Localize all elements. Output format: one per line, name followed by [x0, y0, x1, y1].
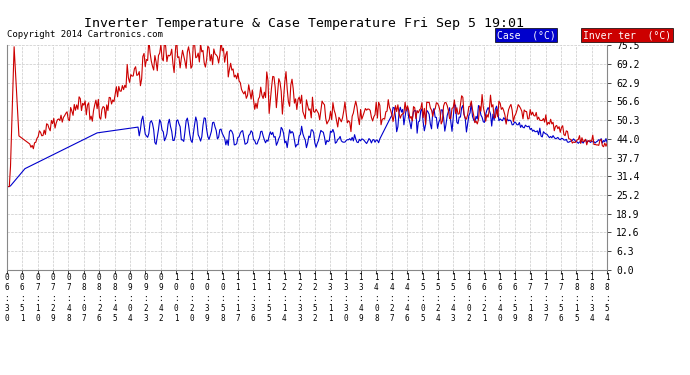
Text: 1
3
:
1
1: 1 3 : 1 1	[328, 273, 333, 323]
Text: 1
2
:
5
2: 1 2 : 5 2	[313, 273, 317, 323]
Text: 0
7
:
1
0: 0 7 : 1 0	[35, 273, 40, 323]
Text: 1
4
:
4
6: 1 4 : 4 6	[405, 273, 409, 323]
Text: 0
7
:
2
9: 0 7 : 2 9	[51, 273, 55, 323]
Text: 1
0
:
2
0: 1 0 : 2 0	[189, 273, 194, 323]
Text: 1
0
:
0
1: 1 0 : 0 1	[174, 273, 179, 323]
Text: 0
8
:
4
5: 0 8 : 4 5	[112, 273, 117, 323]
Text: 0
6
:
5
1: 0 6 : 5 1	[20, 273, 25, 323]
Text: 1
0
:
5
8: 1 0 : 5 8	[220, 273, 225, 323]
Text: 1
7
:
3
7: 1 7 : 3 7	[543, 273, 548, 323]
Text: 1
1
:
3
6: 1 1 : 3 6	[251, 273, 255, 323]
Text: 0
9
:
0
4: 0 9 : 0 4	[128, 273, 132, 323]
Text: 1
0
:
3
9: 1 0 : 3 9	[205, 273, 209, 323]
Text: 1
7
:
5
6: 1 7 : 5 6	[559, 273, 563, 323]
Text: 0
8
:
2
6: 0 8 : 2 6	[97, 273, 101, 323]
Text: 0
6
:
3
0: 0 6 : 3 0	[5, 273, 9, 323]
Text: 1
5
:
0
5: 1 5 : 0 5	[420, 273, 425, 323]
Text: 1
2
:
3
3: 1 2 : 3 3	[297, 273, 302, 323]
Text: 1
6
:
0
2: 1 6 : 0 2	[466, 273, 471, 323]
Text: Inverter Temperature & Case Temperature Fri Sep 5 19:01: Inverter Temperature & Case Temperature …	[83, 17, 524, 30]
Text: 1
8
:
1
5: 1 8 : 1 5	[574, 273, 579, 323]
Text: 0
9
:
2
3: 0 9 : 2 3	[143, 273, 148, 323]
Text: 1
1
:
1
7: 1 1 : 1 7	[235, 273, 240, 323]
Text: 1
1
:
5
5: 1 1 : 5 5	[266, 273, 271, 323]
Text: 1
3
:
4
9: 1 3 : 4 9	[359, 273, 363, 323]
Text: 1
8
:
3
4: 1 8 : 3 4	[589, 273, 594, 323]
Text: 1
5
:
2
4: 1 5 : 2 4	[435, 273, 440, 323]
Text: 0
9
:
4
2: 0 9 : 4 2	[159, 273, 163, 323]
Text: 1
3
:
3
0: 1 3 : 3 0	[343, 273, 348, 323]
Text: 1
7
:
1
8: 1 7 : 1 8	[528, 273, 533, 323]
Text: 1
6
:
4
0: 1 6 : 4 0	[497, 273, 502, 323]
Text: 1
4
:
0
8: 1 4 : 0 8	[374, 273, 379, 323]
Text: Copyright 2014 Cartronics.com: Copyright 2014 Cartronics.com	[7, 30, 163, 39]
Text: 0
7
:
4
8: 0 7 : 4 8	[66, 273, 71, 323]
Text: 1
8
:
5
4: 1 8 : 5 4	[605, 273, 609, 323]
Text: 1
6
:
2
1: 1 6 : 2 1	[482, 273, 486, 323]
Text: 0
8
:
0
7: 0 8 : 0 7	[81, 273, 86, 323]
Text: Inver ter  (°C): Inver ter (°C)	[583, 30, 671, 40]
Text: 1
4
:
2
7: 1 4 : 2 7	[389, 273, 394, 323]
Text: 1
5
:
4
3: 1 5 : 4 3	[451, 273, 455, 323]
Text: 1
2
:
1
4: 1 2 : 1 4	[282, 273, 286, 323]
Text: Case  (°C): Case (°C)	[497, 30, 555, 40]
Text: 1
6
:
5
9: 1 6 : 5 9	[513, 273, 518, 323]
